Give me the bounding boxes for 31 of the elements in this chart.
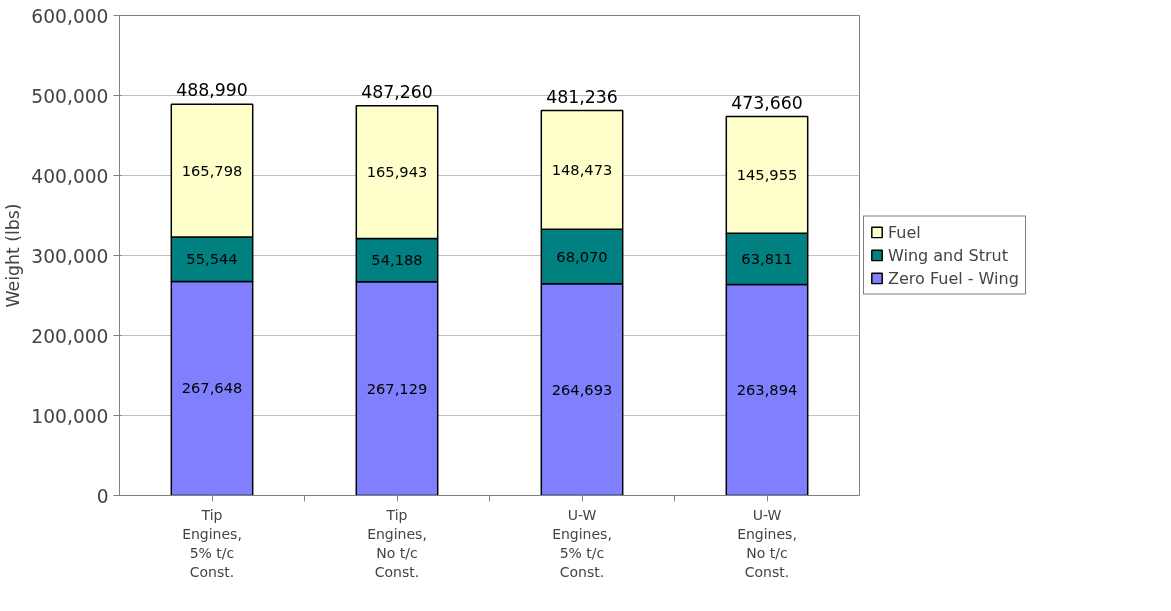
y-tick-label: 400,000 xyxy=(31,165,109,187)
y-axis-title: Weight (lbs) xyxy=(3,203,24,308)
data-label: 148,473 xyxy=(551,160,613,178)
x-tick-label: Tip Engines, No t/c Const. xyxy=(367,506,427,581)
total-label: 481,236 xyxy=(546,86,618,107)
data-label: 63,811 xyxy=(741,249,793,267)
x-tick-label: U-W Engines, 5% t/c Const. xyxy=(552,506,612,581)
data-label: 267,129 xyxy=(366,379,428,397)
legend-label: Zero Fuel - Wing xyxy=(888,268,1019,288)
y-tick-label: 500,000 xyxy=(31,85,109,107)
total-label: 473,660 xyxy=(731,92,803,113)
y-tick-label: 600,000 xyxy=(31,5,109,27)
data-label: 267,648 xyxy=(181,379,243,397)
y-tick-label: 0 xyxy=(96,485,109,507)
y-tick-label: 100,000 xyxy=(31,405,109,427)
total-label: 488,990 xyxy=(176,80,248,101)
y-tick-label: 200,000 xyxy=(31,325,109,347)
y-tick-label: 300,000 xyxy=(31,245,109,267)
data-label: 68,070 xyxy=(556,247,608,265)
data-label: 165,798 xyxy=(181,161,243,179)
data-label: 55,544 xyxy=(186,250,238,268)
x-tick-label: U-W Engines, No t/c Const. xyxy=(737,506,797,581)
legend-label: Fuel xyxy=(888,222,921,242)
x-tick-label: Tip Engines, 5% t/c Const. xyxy=(182,506,242,581)
total-label: 487,260 xyxy=(361,81,433,102)
data-label: 165,943 xyxy=(366,163,428,181)
data-label: 263,894 xyxy=(736,380,798,398)
legend-label: Wing and Strut xyxy=(888,245,1008,265)
data-label: 54,188 xyxy=(371,251,423,269)
data-label: 264,693 xyxy=(551,380,613,398)
data-label: 145,955 xyxy=(736,165,798,183)
